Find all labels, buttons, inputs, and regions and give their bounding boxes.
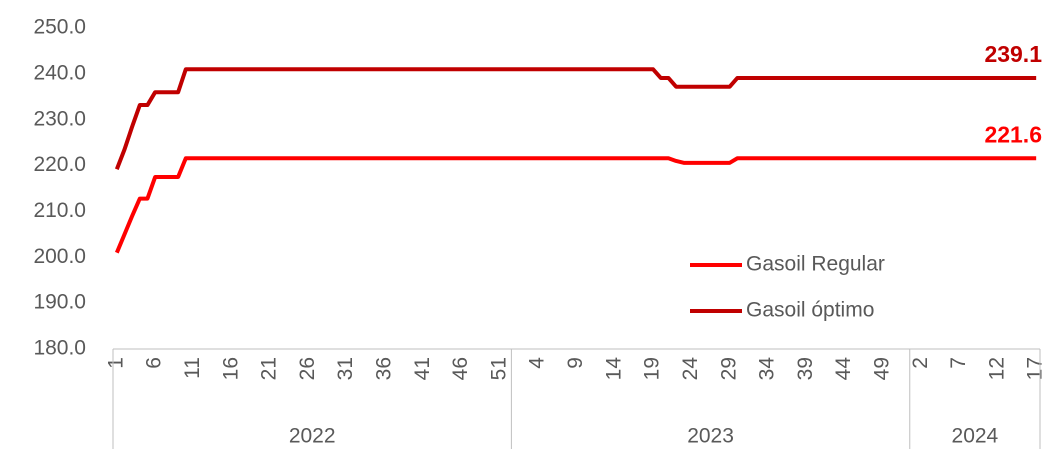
x-tick-label: 9 xyxy=(564,357,587,369)
y-tick-label: 220.0 xyxy=(33,153,86,176)
x-tick-label: 41 xyxy=(411,357,434,380)
end-label: 221.6 xyxy=(984,121,1042,147)
legend-label: Gasoil Regular xyxy=(746,253,885,276)
x-tick-label: 51 xyxy=(487,357,510,380)
x-tick-label: 26 xyxy=(296,357,319,380)
end-label: 239.1 xyxy=(984,41,1042,67)
x-tick-label: 16 xyxy=(219,357,242,380)
group-label: 2024 xyxy=(952,425,999,448)
x-tick-label: 34 xyxy=(756,357,779,381)
x-tick-label: 1 xyxy=(104,357,127,369)
y-tick-label: 250.0 xyxy=(33,16,86,39)
x-tick-label: 29 xyxy=(717,357,740,380)
x-tick-label: 39 xyxy=(794,357,817,380)
x-tick-label: 17 xyxy=(1024,357,1045,380)
x-tick-label: 24 xyxy=(679,357,702,381)
legend-label: Gasoil óptimo xyxy=(746,299,874,322)
x-tick-label: 21 xyxy=(258,357,281,380)
x-tick-label: 44 xyxy=(832,357,855,381)
y-tick-label: 200.0 xyxy=(33,245,86,268)
x-tick-label: 12 xyxy=(985,357,1008,380)
group-label: 2023 xyxy=(687,425,734,448)
group-label: 2022 xyxy=(289,425,336,448)
y-tick-label: 240.0 xyxy=(33,61,86,84)
x-tick-label: 14 xyxy=(602,357,625,381)
x-tick-label: 19 xyxy=(641,357,664,380)
y-tick-label: 230.0 xyxy=(33,107,86,130)
x-tick-label: 6 xyxy=(143,357,166,369)
x-tick-label: 7 xyxy=(947,357,970,369)
y-tick-label: 210.0 xyxy=(33,199,86,222)
x-tick-label: 2 xyxy=(909,357,932,369)
x-tick-label: 46 xyxy=(449,357,472,380)
x-tick-label: 11 xyxy=(181,357,204,379)
x-tick-label: 49 xyxy=(870,357,893,380)
x-tick-label: 4 xyxy=(526,357,549,369)
x-tick-label: 31 xyxy=(334,357,357,380)
y-tick-label: 190.0 xyxy=(33,291,86,314)
x-tick-label: 36 xyxy=(373,357,396,380)
series-line xyxy=(114,156,1037,254)
y-tick-label: 180.0 xyxy=(33,337,86,360)
series-line xyxy=(114,67,1037,170)
